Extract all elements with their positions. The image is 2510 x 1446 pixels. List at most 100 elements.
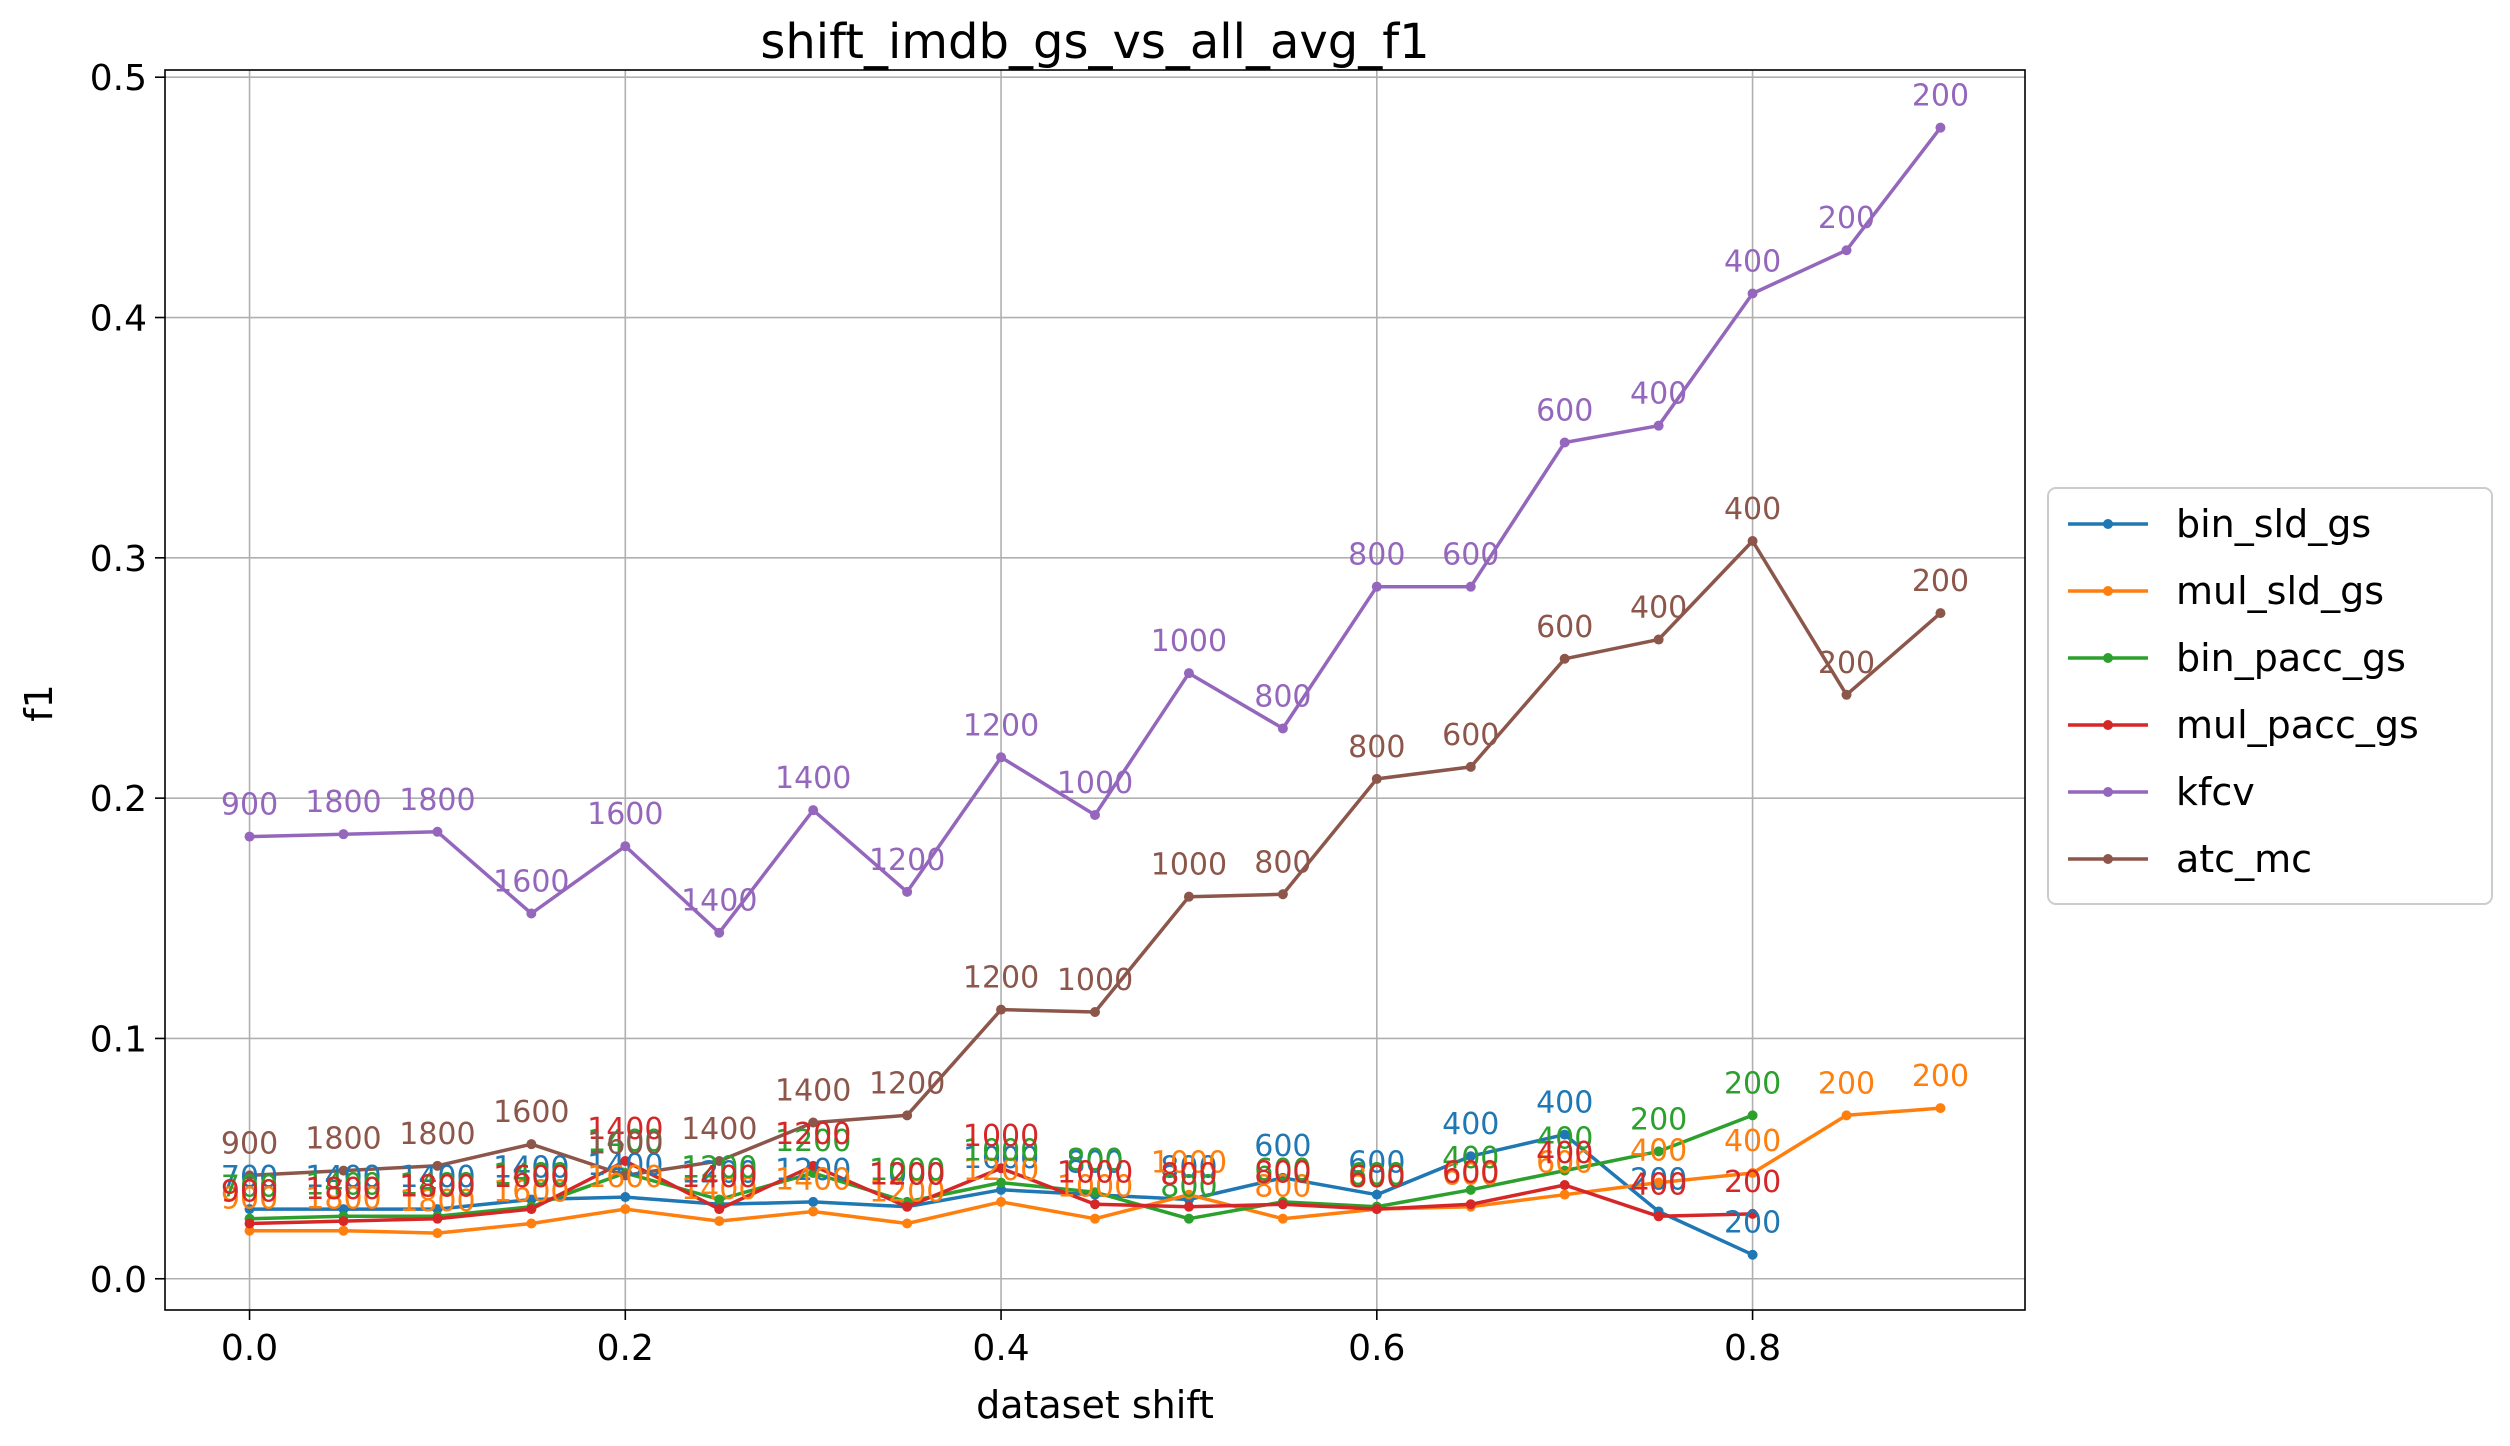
point-label-bin_sld_gs: 400 (1536, 1086, 1593, 1121)
point-label-atc_mc: 600 (1442, 718, 1499, 753)
data-point-atc_mc (1277, 889, 1288, 900)
data-point-kfcv (1465, 581, 1476, 592)
legend-swatch-marker (2103, 720, 2113, 730)
data-point-bin_sld_gs (1747, 1249, 1758, 1260)
data-point-bin_pacc_gs (1747, 1110, 1758, 1121)
point-label-atc_mc: 1800 (305, 1122, 381, 1157)
data-point-kfcv (338, 829, 349, 840)
data-point-bin_sld_gs (338, 1204, 349, 1215)
point-label-bin_sld_gs: 1400 (493, 1150, 569, 1185)
data-point-mul_pacc_gs (808, 1160, 819, 1171)
data-point-atc_mc (808, 1117, 819, 1128)
point-label-bin_pacc_gs: 1200 (775, 1124, 851, 1159)
point-label-mul_sld_gs: 1200 (869, 1174, 945, 1209)
point-label-kfcv: 800 (1348, 538, 1405, 573)
data-point-mul_sld_gs (808, 1206, 819, 1217)
point-label-kfcv: 1400 (775, 761, 851, 796)
legend: bin_sld_gs mul_sld_gs bin_pacc_gs mul_pacc_… (2047, 487, 2493, 905)
data-point-mul_pacc_gs (1277, 1199, 1288, 1210)
data-point-bin_sld_gs (244, 1204, 255, 1215)
point-label-bin_pacc_gs: 200 (1630, 1102, 1687, 1137)
point-label-bin_pacc_gs: 400 (1536, 1122, 1593, 1157)
point-label-atc_mc: 800 (1254, 845, 1311, 880)
point-label-bin_sld_gs: 400 (1442, 1107, 1499, 1142)
point-label-atc_mc: 1600 (493, 1095, 569, 1130)
data-point-kfcv (1371, 581, 1382, 592)
data-point-mul_pacc_gs (1747, 1208, 1758, 1219)
data-point-atc_mc (902, 1110, 913, 1121)
point-label-kfcv: 600 (1536, 393, 1593, 428)
point-label-bin_sld_gs: 800 (1160, 1150, 1217, 1185)
data-point-bin_pacc_gs (1090, 1187, 1100, 1198)
data-point-mul_pacc_gs (432, 1213, 443, 1224)
point-label-kfcv: 1800 (305, 785, 381, 820)
data-point-atc_mc (1653, 634, 1664, 645)
data-point-kfcv (1183, 668, 1194, 679)
data-point-bin_sld_gs (1277, 1172, 1288, 1183)
legend-box (2047, 487, 2493, 905)
data-point-atc_mc (1090, 1007, 1100, 1018)
data-point-atc_mc (432, 1160, 443, 1171)
point-label-bin_pacc_gs: 200 (1724, 1066, 1781, 1101)
data-point-mul_pacc_gs (1465, 1199, 1476, 1210)
point-label-bin_pacc_gs: 700 (221, 1170, 278, 1205)
point-label-atc_mc: 900 (221, 1126, 278, 1161)
series-kfcv (244, 122, 1946, 938)
data-point-kfcv (620, 841, 631, 852)
point-label-atc_mc: 1600 (587, 1126, 663, 1161)
data-point-kfcv (1747, 288, 1758, 299)
point-label-atc_mc: 200 (1912, 564, 1969, 599)
data-point-atc_mc (1183, 891, 1194, 902)
data-point-bin_pacc_gs (808, 1168, 819, 1179)
data-point-bin_pacc_gs (714, 1194, 725, 1205)
legend-label: mul_sld_gs (2176, 569, 2384, 613)
point-label-bin_pacc_gs: 1400 (587, 1124, 663, 1159)
point-label-kfcv: 600 (1442, 538, 1499, 573)
point-label-mul_sld_gs: 200 (1912, 1059, 1969, 1094)
legend-swatch-marker (2103, 586, 2113, 596)
legend-swatch-marker (2103, 787, 2113, 797)
point-label-kfcv: 200 (1818, 201, 1875, 236)
point-label-bin_sld_gs: 600 (1348, 1146, 1405, 1181)
y-tick-label: 0.2 (90, 779, 147, 820)
y-tick-label: 0.5 (90, 58, 147, 99)
point-label-mul_pacc_gs: 600 (1348, 1160, 1405, 1195)
point-label-mul_sld_gs: 1000 (1151, 1146, 1227, 1181)
legend-label: kfcv (2176, 770, 2255, 814)
data-point-mul_pacc_gs (620, 1156, 631, 1167)
point-label-bin_sld_gs: 1200 (775, 1153, 851, 1188)
data-point-atc_mc (1559, 653, 1570, 664)
data-point-mul_sld_gs (432, 1228, 443, 1239)
point-label-kfcv: 900 (221, 788, 278, 823)
point-label-mul_sld_gs: 800 (1348, 1160, 1405, 1195)
point-label-mul_pacc_gs: 1600 (493, 1160, 569, 1195)
point-label-kfcv: 800 (1254, 679, 1311, 714)
point-label-mul_sld_gs: 1000 (1057, 1170, 1133, 1205)
point-label-mul_sld_gs: 600 (1442, 1158, 1499, 1193)
point-label-mul_sld_gs: 1600 (493, 1174, 569, 1209)
data-point-mul_pacc_gs (1090, 1199, 1100, 1210)
point-label-kfcv: 1000 (1151, 624, 1227, 659)
point-label-mul_pacc_gs: 800 (1254, 1155, 1311, 1190)
data-point-mul_pacc_gs (1653, 1211, 1664, 1222)
point-label-bin_sld_gs: 200 (1724, 1206, 1781, 1241)
point-label-bin_pacc_gs: 1400 (305, 1167, 381, 1202)
point-label-atc_mc: 1000 (1057, 963, 1133, 998)
series-atc_mc (244, 536, 1946, 1181)
data-point-atc_mc (1935, 608, 1946, 619)
point-label-atc_mc: 1800 (399, 1117, 475, 1152)
grid (165, 70, 2025, 1310)
data-point-kfcv (1090, 809, 1100, 820)
point-label-kfcv: 1200 (963, 708, 1039, 743)
point-label-mul_sld_gs: 800 (1254, 1170, 1311, 1205)
y-tick-label: 0.3 (90, 539, 147, 580)
point-label-mul_pacc_gs: 1200 (869, 1158, 945, 1193)
data-point-kfcv (1277, 723, 1288, 734)
data-point-mul_pacc_gs (714, 1204, 725, 1215)
point-label-kfcv: 1200 (869, 843, 945, 878)
data-point-mul_sld_gs (996, 1196, 1007, 1207)
point-label-mul_pacc_gs: 400 (1536, 1136, 1593, 1171)
point-label-bin_sld_gs: 200 (1630, 1162, 1687, 1197)
legend-label: atc_mc (2176, 837, 2312, 881)
